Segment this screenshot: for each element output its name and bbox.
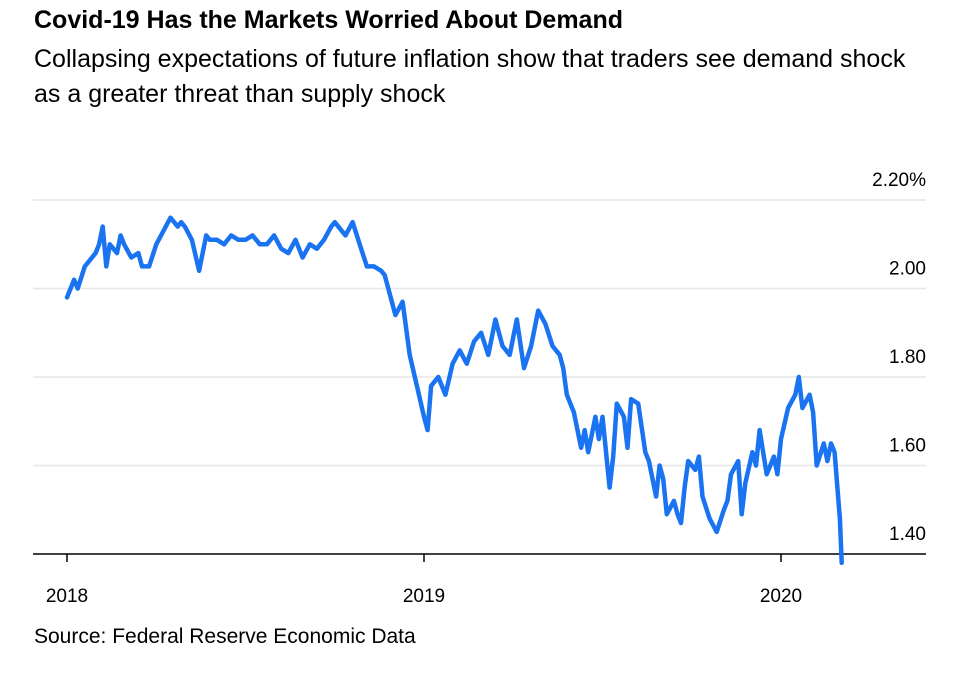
axis-ticks: 2.20% 2.00 1.80 1.60 1.40 2018 2019 2020 xyxy=(46,170,926,607)
y-tick-label: 1.40 xyxy=(889,524,926,545)
x-tick-label: 2018 xyxy=(46,586,88,607)
source-note: Source: Federal Reserve Economic Data xyxy=(34,625,416,648)
series-layer xyxy=(64,215,844,566)
gridlines xyxy=(33,199,926,555)
series-line xyxy=(64,215,844,566)
y-tick-label: 1.80 xyxy=(889,347,926,368)
y-tick-label: 2.00 xyxy=(889,259,926,280)
y-tick-label: 2.20% xyxy=(872,170,926,191)
x-tick-label: 2020 xyxy=(760,586,802,607)
y-tick-label: 1.60 xyxy=(889,436,926,457)
x-tick-label: 2019 xyxy=(403,586,445,607)
line-chart: 2.20% 2.00 1.80 1.60 1.40 2018 2019 2020 xyxy=(33,170,926,607)
chart-subtitle: Collapsing expectations of future inflat… xyxy=(34,45,906,108)
chart-title: Covid-19 Has the Markets Worried About D… xyxy=(34,6,624,34)
